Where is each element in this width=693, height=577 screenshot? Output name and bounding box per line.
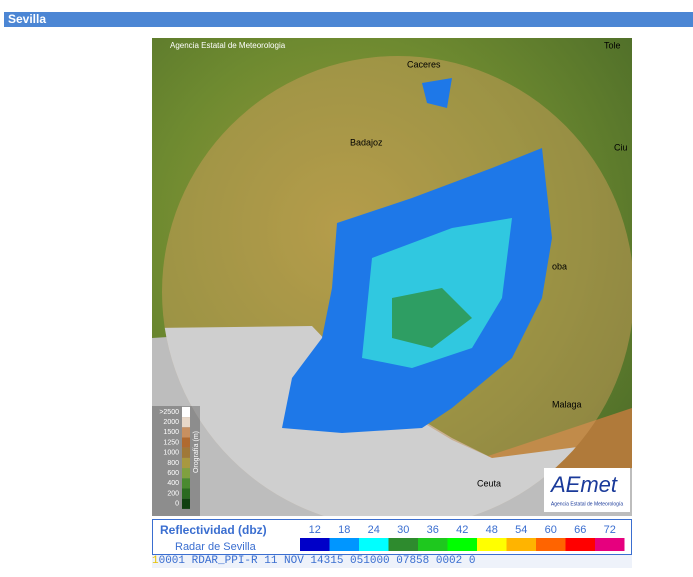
orography-legend: >250020001500125010008006004002000Orogra… [152, 406, 200, 516]
orography-level: 1500 [163, 429, 179, 436]
scale-value: 36 [427, 524, 439, 536]
orography-level: 200 [167, 490, 179, 497]
orography-level: 1250 [163, 439, 179, 446]
city-label: Ciu [614, 142, 628, 152]
city-label: Malaga [552, 399, 582, 409]
orography-level: 2000 [163, 419, 179, 426]
logo-subtitle: Agencia Estatal de Meteorología [551, 501, 623, 507]
orography-swatch [182, 437, 190, 448]
credit: Agencia Estatal de Meteorologia [170, 41, 286, 50]
scale-swatch [477, 538, 507, 551]
scale-swatch [388, 538, 418, 551]
echo-strong [392, 288, 472, 348]
scale-value: 54 [515, 524, 527, 536]
orography-level: 0 [175, 501, 179, 508]
scale-value: 24 [368, 524, 380, 536]
status-index: 1 [152, 555, 159, 567]
scale-value: 48 [486, 524, 498, 536]
scale-swatch [329, 538, 359, 551]
scale-value: 72 [604, 524, 616, 536]
city-label: Badajoz [350, 137, 383, 147]
scale-swatch [359, 538, 389, 551]
orography-swatch [182, 457, 190, 469]
scale-value: 18 [338, 524, 350, 536]
scale-value: 42 [456, 524, 468, 536]
orography-swatch [182, 417, 190, 428]
orography-swatch [182, 427, 190, 438]
orography-swatch [182, 498, 190, 509]
orography-swatch [182, 488, 190, 499]
orography-level: 1000 [163, 450, 179, 457]
orography-level: >2500 [159, 409, 179, 416]
radar-map: Agencia Estatal de Meteorologia >2500 200… [152, 38, 632, 516]
legend-subtitle: Radar de Sevilla [175, 541, 257, 553]
scale-value: 66 [574, 524, 586, 536]
reflectivity-legend: Reflectividad (dbz) Radar de Sevilla 12 1… [152, 519, 632, 555]
scale-swatch [565, 538, 595, 551]
scale-swatch [506, 538, 536, 551]
orography-level: 800 [167, 460, 179, 467]
scale-swatch [447, 538, 477, 551]
scale-swatch [595, 538, 625, 551]
scale-swatch [536, 538, 566, 551]
scale-swatch [300, 538, 330, 551]
echo-north [422, 78, 452, 108]
city-label: Caceres [407, 59, 441, 69]
status-text: 0001 RDAR_PPI-R 11 NOV 14315 051000 0785… [158, 555, 476, 567]
header-title: Sevilla [4, 12, 693, 27]
orography-swatch [182, 447, 190, 458]
scale-value: 60 [545, 524, 557, 536]
scale-value: 12 [309, 524, 321, 536]
status-line: 10001 RDAR_PPI-R 11 NOV 14315 051000 078… [152, 555, 632, 568]
legend-title: Reflectividad (dbz) [160, 523, 267, 537]
orography-bg [152, 406, 200, 516]
orography-swatch [182, 478, 190, 489]
orography-level: 400 [167, 480, 179, 487]
orography-swatch [182, 406, 190, 418]
city-label: oba [552, 261, 567, 271]
scale-value: 30 [397, 524, 409, 536]
logo: AEmet [549, 472, 618, 497]
orography-title: Orografía (m) [193, 431, 200, 473]
orography-swatch [182, 468, 190, 479]
logo-box [544, 468, 630, 512]
orography-level: 600 [167, 470, 179, 477]
city-label: Tole [604, 40, 621, 50]
scale-swatch [418, 538, 448, 551]
city-label: Ceuta [477, 478, 501, 488]
